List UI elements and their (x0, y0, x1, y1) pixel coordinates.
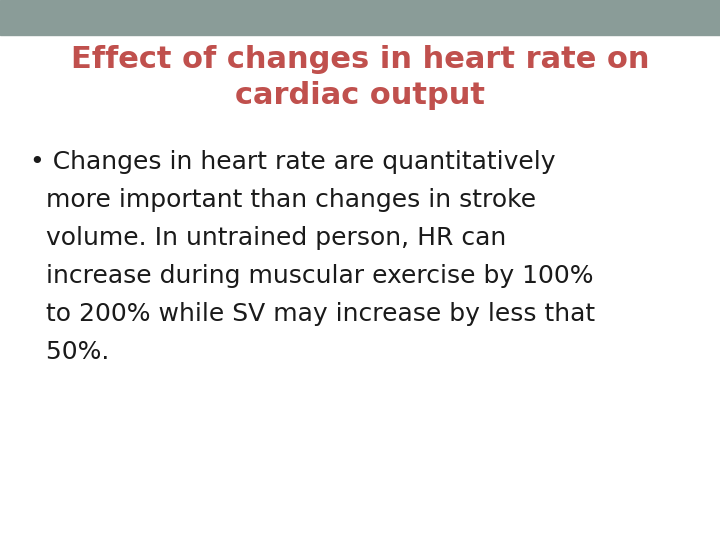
Text: increase during muscular exercise by 100%: increase during muscular exercise by 100… (30, 264, 593, 288)
Text: Effect of changes in heart rate on
cardiac output: Effect of changes in heart rate on cardi… (71, 45, 649, 110)
Text: volume. In untrained person, HR can: volume. In untrained person, HR can (30, 226, 506, 250)
Text: • Changes in heart rate are quantitatively: • Changes in heart rate are quantitative… (30, 150, 556, 174)
Text: to 200% while SV may increase by less that: to 200% while SV may increase by less th… (30, 302, 595, 326)
Bar (0, 0, 720, 35)
Text: more important than changes in stroke: more important than changes in stroke (30, 188, 536, 212)
Text: 50%.: 50%. (30, 340, 109, 364)
